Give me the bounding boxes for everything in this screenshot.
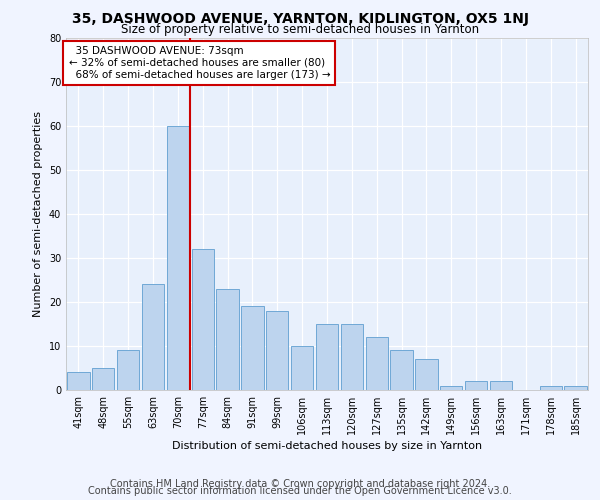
Bar — [92, 368, 115, 390]
X-axis label: Distribution of semi-detached houses by size in Yarnton: Distribution of semi-detached houses by … — [172, 441, 482, 451]
Bar — [291, 346, 313, 390]
Bar — [539, 386, 562, 390]
Bar — [391, 350, 413, 390]
Bar — [191, 249, 214, 390]
Bar — [266, 310, 289, 390]
Text: Contains HM Land Registry data © Crown copyright and database right 2024.: Contains HM Land Registry data © Crown c… — [110, 479, 490, 489]
Bar — [217, 288, 239, 390]
Bar — [565, 386, 587, 390]
Bar — [316, 324, 338, 390]
Bar — [167, 126, 189, 390]
Bar — [117, 350, 139, 390]
Text: 35, DASHWOOD AVENUE, YARNTON, KIDLINGTON, OX5 1NJ: 35, DASHWOOD AVENUE, YARNTON, KIDLINGTON… — [71, 12, 529, 26]
Bar — [415, 359, 437, 390]
Bar — [241, 306, 263, 390]
Bar — [490, 381, 512, 390]
Bar — [67, 372, 89, 390]
Y-axis label: Number of semi-detached properties: Number of semi-detached properties — [33, 111, 43, 317]
Bar — [365, 337, 388, 390]
Text: Size of property relative to semi-detached houses in Yarnton: Size of property relative to semi-detach… — [121, 22, 479, 36]
Bar — [341, 324, 363, 390]
Bar — [142, 284, 164, 390]
Bar — [465, 381, 487, 390]
Bar — [440, 386, 463, 390]
Text: 35 DASHWOOD AVENUE: 73sqm
← 32% of semi-detached houses are smaller (80)
  68% o: 35 DASHWOOD AVENUE: 73sqm ← 32% of semi-… — [68, 46, 330, 80]
Text: Contains public sector information licensed under the Open Government Licence v3: Contains public sector information licen… — [88, 486, 512, 496]
